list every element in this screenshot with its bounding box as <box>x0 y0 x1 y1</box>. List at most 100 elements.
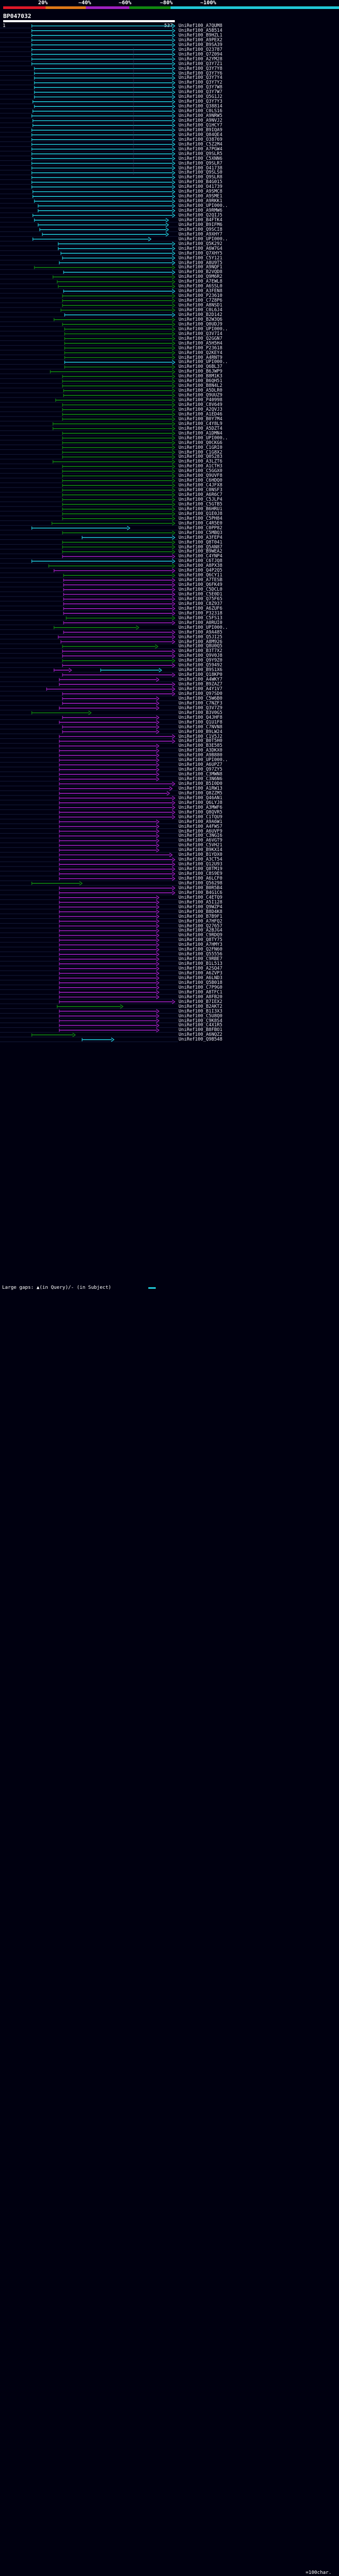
hit-label[interactable]: UniRef100_C6TJQ8 <box>179 558 222 564</box>
hit-label[interactable]: UniRef100_B3E585 <box>179 743 222 749</box>
hit-label[interactable]: UniRef100_A3LZT6 <box>179 459 222 465</box>
hit-label[interactable]: UniRef100_C0LS16 <box>179 109 222 114</box>
hit-label[interactable]: UniRef100_Q5JI25 <box>179 634 222 640</box>
hit-label[interactable]: UniRef100_C7P9G0 <box>179 984 222 990</box>
hit-label[interactable]: UniRef100_A2BJG4 <box>179 928 222 934</box>
hit-label[interactable]: UniRef100_B9IFM6 <box>179 222 222 228</box>
hit-label[interactable]: UniRef100_C7NVN8 <box>179 724 222 730</box>
hit-label[interactable]: UniRef100_B9S1X6 <box>179 667 222 673</box>
hit-label[interactable]: UniRef100_A3CT54 <box>179 857 222 863</box>
hit-label[interactable]: UniRef100_Q8ZZM5 <box>179 790 222 796</box>
hit-label[interactable]: UniRef100_A3MWF6 <box>179 805 222 810</box>
hit-label[interactable]: UniRef100_UPI000.. <box>179 359 228 365</box>
hit-label[interactable]: UniRef100_C9K8S4 <box>179 1018 222 1024</box>
hit-label[interactable]: UniRef100_A1DMN4 <box>179 430 222 436</box>
hit-label[interactable]: UniRef100_C6HDQ0 <box>179 478 222 484</box>
hit-label[interactable]: UniRef100_Q9Y9Z0 <box>179 658 222 664</box>
hit-label[interactable]: UniRef100_Q1U1F8 <box>179 719 222 725</box>
hit-label[interactable]: UniRef100_A6R6C7 <box>179 492 222 498</box>
hit-label[interactable]: UniRef100_A8PX38 <box>179 563 222 569</box>
hit-label[interactable]: UniRef100_B4G015 <box>179 179 222 185</box>
hit-label[interactable]: UniRef100_Q84QE4 <box>179 132 222 138</box>
hit-label[interactable]: UniRef100_C4ETQ9 <box>179 894 222 900</box>
hit-label[interactable]: UniRef100_Q4P2Q5 <box>179 568 222 574</box>
hit-label[interactable]: UniRef100_A2YM28 <box>179 56 222 62</box>
hit-label[interactable]: UniRef100_C4R5E0 <box>179 520 222 526</box>
hit-label[interactable]: UniRef100_B4FTK4 <box>179 217 222 223</box>
hit-label[interactable]: UniRef100_C0L6J4 <box>179 308 222 313</box>
hit-label[interactable]: UniRef100_A8FB20 <box>179 994 222 1000</box>
hit-label[interactable]: UniRef100_B6JWP9 <box>179 369 222 375</box>
hit-label[interactable]: UniRef100_C0NSF3 <box>179 487 222 493</box>
hit-label[interactable]: UniRef100_Q3V7I4 <box>179 331 222 337</box>
hit-label[interactable]: UniRef100_A8U9T5 <box>179 260 222 266</box>
hit-label[interactable]: UniRef100_C5Z2M4 <box>179 141 222 147</box>
hit-label[interactable]: UniRef100_C3NGI6 <box>179 833 222 839</box>
hit-label[interactable]: UniRef100_Q5AN87 <box>179 544 222 550</box>
hit-label[interactable]: UniRef100_C1G8X2 <box>179 449 222 455</box>
hit-label[interactable]: UniRef100_O41739 <box>179 184 222 190</box>
hit-label[interactable]: UniRef100_Q97ZY5 <box>179 767 222 773</box>
hit-label[interactable]: UniRef100_Q9SLR5 <box>179 151 222 157</box>
hit-label[interactable]: UniRef100_P23618 <box>179 345 222 351</box>
hit-label[interactable]: UniRef100_A7HMY3 <box>179 942 222 948</box>
hit-label[interactable]: UniRef100_Q97SD0 <box>179 691 222 697</box>
hit-label[interactable]: UniRef100_Q0UDJ9 <box>179 321 222 327</box>
hit-label[interactable]: UniRef100_Q8T041 <box>179 539 222 545</box>
hit-label[interactable]: UniRef100_O41738 <box>179 165 222 171</box>
hit-label[interactable]: UniRef100_Q38814 <box>179 104 222 110</box>
hit-label[interactable]: UniRef100_A9B880 <box>179 753 222 758</box>
hit-label[interactable]: UniRef100_Q3Y7W8 <box>179 85 222 91</box>
hit-label[interactable]: UniRef100_B0Y7M4 <box>179 416 222 422</box>
hit-label[interactable]: UniRef100_Q3Y7Y2 <box>179 80 222 86</box>
hit-label[interactable]: UniRef100_UPI000.. <box>179 757 228 763</box>
hit-label[interactable]: UniRef100_A5H5H4 <box>179 340 222 346</box>
hit-label[interactable]: UniRef100_B6QH51 <box>179 378 222 384</box>
hit-label[interactable]: UniRef100_Q2FN60 <box>179 947 222 953</box>
hit-label[interactable]: UniRef100_Q5B018 <box>179 980 222 986</box>
hit-label[interactable]: UniRef100_C5JLP4 <box>179 497 222 502</box>
hit-label[interactable]: UniRef100_A1ED46 <box>179 411 222 417</box>
hit-label[interactable]: UniRef100_Q6BL37 <box>179 364 222 370</box>
hit-label[interactable]: UniRef100_Q75F65 <box>179 596 222 602</box>
hit-label[interactable]: UniRef100_Q3Y7Y3 <box>179 99 222 105</box>
hit-label[interactable]: UniRef100_Q7XHY5 <box>179 250 222 256</box>
hit-label[interactable]: UniRef100_Q9WZP4 <box>179 904 222 910</box>
hit-label[interactable]: UniRef100_B9WEA2 <box>179 549 222 555</box>
hit-label[interactable]: UniRef100_Q6FK49 <box>179 582 222 588</box>
hit-label[interactable]: UniRef100_Q9UUZ9 <box>179 393 222 399</box>
hit-label[interactable]: UniRef100_A6UVF9 <box>179 828 222 834</box>
hit-label[interactable]: UniRef100_C5Y121 <box>179 255 222 261</box>
hit-label[interactable]: UniRef100_C3MWN8 <box>179 772 222 778</box>
hit-label[interactable]: UniRef100_A7HFQ2 <box>179 918 222 924</box>
hit-label[interactable]: UniRef100_Q9SLR8 <box>179 175 222 180</box>
hit-label[interactable]: UniRef100_C3N6N6 <box>179 776 222 782</box>
hit-label[interactable]: UniRef100_A9NVJ2 <box>179 118 222 123</box>
hit-label[interactable]: UniRef100_C7Z8P6 <box>179 298 222 304</box>
hit-label[interactable]: UniRef100_P40998 <box>179 397 222 403</box>
hit-label[interactable]: UniRef100_C1TQU9 <box>179 814 222 820</box>
hit-label[interactable]: UniRef100_A2QVJ3 <box>179 406 222 412</box>
hit-label[interactable]: UniRef100_C0PP82 <box>179 525 222 531</box>
hit-label[interactable]: UniRef100_B0R5B4 <box>179 885 222 891</box>
hit-label[interactable]: UniRef100_B7IEX2 <box>179 999 222 1005</box>
hit-label[interactable]: UniRef100_Q6LYJ8 <box>179 800 222 806</box>
hit-label[interactable]: UniRef100_A4RNT9 <box>179 355 222 360</box>
hit-label[interactable]: UniRef100_Q1HCY7 <box>179 122 222 128</box>
hit-label[interactable]: UniRef100_A8TFC1 <box>179 989 222 995</box>
hit-label[interactable]: UniRef100_Q27657 <box>179 923 222 929</box>
hit-label[interactable]: UniRef100_A6NQZ2 <box>179 1032 222 1038</box>
hit-label[interactable]: UniRef100_C8S9E9 <box>179 871 222 877</box>
hit-label[interactable]: UniRef100_Q9SLR7 <box>179 160 222 166</box>
hit-label[interactable]: UniRef100_A9A6W1 <box>179 819 222 825</box>
hit-label[interactable]: UniRef100_Q56298 <box>179 880 222 886</box>
hit-label[interactable]: UniRef100_B9SA39 <box>179 42 222 48</box>
hit-label[interactable]: UniRef100_B1L513 <box>179 961 222 967</box>
hit-label[interactable]: UniRef100_O23787 <box>179 47 222 52</box>
hit-label[interactable]: UniRef100_B9KXI4 <box>179 847 222 853</box>
hit-label[interactable]: UniRef100_Q1E0J8 <box>179 511 222 517</box>
hit-label[interactable]: UniRef100_Q3Y7Y6 <box>179 70 222 76</box>
hit-label[interactable]: UniRef100_A3DKX0 <box>179 748 222 754</box>
hit-label[interactable]: UniRef100_C1GRI0 <box>179 445 222 450</box>
hit-label[interactable]: UniRef100_C5FS13 <box>179 615 222 621</box>
